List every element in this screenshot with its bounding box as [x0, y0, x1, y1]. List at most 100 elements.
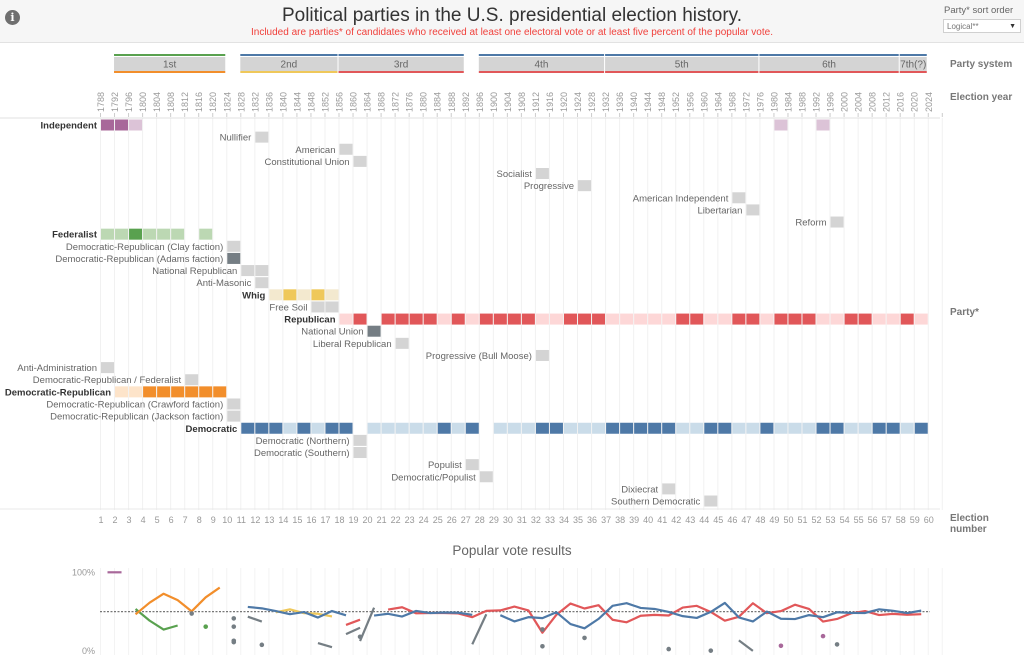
party-election-cell[interactable] — [171, 228, 185, 240]
vote-line[interactable] — [317, 641, 333, 649]
party-election-cell[interactable] — [395, 422, 409, 434]
party-election-cell[interactable] — [760, 422, 774, 434]
vote-point[interactable] — [778, 643, 784, 649]
party-election-cell[interactable] — [465, 422, 479, 434]
party-election-cell[interactable] — [634, 313, 648, 325]
party-election-cell[interactable] — [157, 386, 171, 398]
info-icon[interactable]: i — [5, 10, 20, 25]
party-election-cell[interactable] — [269, 422, 283, 434]
party-election-cell[interactable] — [479, 313, 493, 325]
party-election-cell[interactable] — [872, 313, 886, 325]
party-election-cell[interactable] — [185, 386, 199, 398]
party-election-cell[interactable] — [760, 313, 774, 325]
party-system-bar[interactable] — [240, 57, 338, 71]
party-election-cell[interactable] — [269, 289, 283, 301]
party-election-cell[interactable] — [816, 119, 830, 131]
party-election-cell[interactable] — [479, 471, 493, 483]
party-election-cell[interactable] — [606, 422, 620, 434]
party-election-cell[interactable] — [648, 313, 662, 325]
party-election-cell[interactable] — [437, 313, 451, 325]
party-election-cell[interactable] — [858, 422, 872, 434]
party-election-cell[interactable] — [521, 313, 535, 325]
party-election-cell[interactable] — [718, 422, 732, 434]
vote-point[interactable] — [203, 624, 209, 629]
party-election-cell[interactable] — [339, 143, 353, 155]
party-election-cell[interactable] — [900, 422, 914, 434]
party-election-cell[interactable] — [578, 180, 592, 192]
party-election-cell[interactable] — [592, 313, 606, 325]
party-election-cell[interactable] — [227, 252, 241, 264]
vote-point[interactable] — [231, 616, 237, 621]
party-election-cell[interactable] — [816, 422, 830, 434]
vote-line[interactable] — [373, 609, 473, 618]
party-election-cell[interactable] — [507, 422, 521, 434]
party-election-cell[interactable] — [381, 422, 395, 434]
party-election-cell[interactable] — [746, 422, 760, 434]
party-election-cell[interactable] — [409, 422, 423, 434]
vote-line[interactable] — [471, 613, 488, 645]
party-election-cell[interactable] — [381, 313, 395, 325]
party-election-cell[interactable] — [802, 313, 816, 325]
party-election-cell[interactable] — [549, 422, 563, 434]
party-election-cell[interactable] — [802, 422, 816, 434]
party-election-cell[interactable] — [620, 422, 634, 434]
party-election-cell[interactable] — [886, 422, 900, 434]
party-election-cell[interactable] — [704, 422, 718, 434]
party-election-cell[interactable] — [830, 313, 844, 325]
vote-line[interactable] — [738, 639, 754, 652]
party-election-cell[interactable] — [101, 119, 114, 131]
vote-point[interactable] — [231, 624, 237, 629]
party-election-cell[interactable] — [830, 216, 844, 228]
party-election-cell[interactable] — [816, 313, 830, 325]
party-system-bar[interactable] — [605, 57, 759, 71]
vote-point[interactable] — [582, 635, 587, 641]
party-election-cell[interactable] — [143, 386, 157, 398]
party-election-cell[interactable] — [101, 228, 114, 240]
party-election-cell[interactable] — [578, 313, 592, 325]
party-election-cell[interactable] — [143, 228, 157, 240]
party-system-bar[interactable] — [338, 57, 464, 71]
party-election-cell[interactable] — [423, 313, 437, 325]
party-election-cell[interactable] — [339, 422, 353, 434]
party-election-cell[interactable] — [255, 131, 269, 143]
party-election-cell[interactable] — [774, 119, 788, 131]
party-election-cell[interactable] — [830, 422, 844, 434]
party-election-cell[interactable] — [914, 313, 928, 325]
party-election-cell[interactable] — [297, 289, 311, 301]
party-election-cell[interactable] — [535, 349, 549, 361]
party-election-cell[interactable] — [311, 301, 325, 313]
party-election-cell[interactable] — [255, 422, 269, 434]
vote-point[interactable] — [834, 642, 840, 647]
party-election-cell[interactable] — [297, 422, 311, 434]
party-election-cell[interactable] — [620, 313, 634, 325]
party-election-cell[interactable] — [339, 313, 353, 325]
party-election-cell[interactable] — [353, 434, 367, 446]
party-election-cell[interactable] — [914, 422, 928, 434]
party-election-cell[interactable] — [451, 313, 465, 325]
party-election-cell[interactable] — [578, 422, 592, 434]
sort-order-dropdown[interactable]: Logical** ▼ — [943, 19, 1021, 33]
party-election-cell[interactable] — [732, 313, 746, 325]
party-election-cell[interactable] — [676, 422, 690, 434]
party-election-cell[interactable] — [493, 313, 507, 325]
party-election-cell[interactable] — [283, 422, 297, 434]
party-election-cell[interactable] — [115, 228, 129, 240]
party-election-cell[interactable] — [732, 192, 746, 204]
vote-line[interactable] — [499, 601, 922, 630]
vote-line[interactable] — [359, 607, 376, 642]
party-election-cell[interactable] — [199, 228, 213, 240]
party-election-cell[interactable] — [886, 313, 900, 325]
party-election-cell[interactable] — [844, 313, 858, 325]
party-election-cell[interactable] — [535, 313, 549, 325]
party-election-cell[interactable] — [592, 422, 606, 434]
party-election-cell[interactable] — [255, 265, 269, 277]
party-election-cell[interactable] — [437, 422, 451, 434]
vote-point[interactable] — [540, 627, 545, 632]
party-election-cell[interactable] — [746, 204, 760, 216]
party-election-cell[interactable] — [353, 313, 367, 325]
party-election-cell[interactable] — [634, 422, 648, 434]
party-election-cell[interactable] — [115, 386, 129, 398]
party-election-cell[interactable] — [157, 228, 171, 240]
party-election-cell[interactable] — [241, 422, 255, 434]
party-election-cell[interactable] — [185, 374, 199, 386]
